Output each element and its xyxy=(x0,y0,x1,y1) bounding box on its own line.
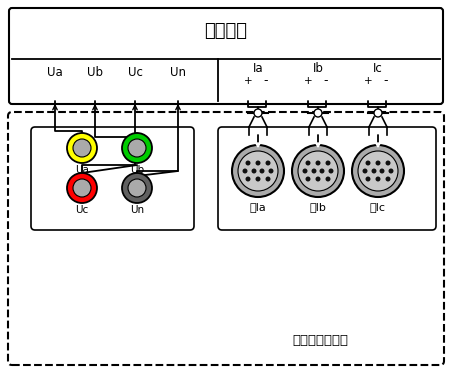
Circle shape xyxy=(388,168,393,173)
Circle shape xyxy=(259,168,264,173)
Circle shape xyxy=(297,151,337,191)
Circle shape xyxy=(242,168,247,173)
Circle shape xyxy=(265,160,270,165)
Circle shape xyxy=(375,176,380,181)
Circle shape xyxy=(305,160,310,165)
Circle shape xyxy=(128,139,146,157)
Circle shape xyxy=(231,145,283,197)
Text: Un: Un xyxy=(129,205,144,215)
Text: Uc: Uc xyxy=(75,205,88,215)
Text: Ua: Ua xyxy=(47,67,63,80)
Text: Ib: Ib xyxy=(312,61,323,75)
Text: 钳Ia: 钳Ia xyxy=(249,202,266,212)
Circle shape xyxy=(373,109,381,117)
FancyBboxPatch shape xyxy=(217,127,435,230)
FancyBboxPatch shape xyxy=(31,127,193,230)
Text: -: - xyxy=(383,75,387,88)
Circle shape xyxy=(265,176,270,181)
Circle shape xyxy=(67,133,97,163)
Text: 电能质量分析仪: 电能质量分析仪 xyxy=(291,335,347,347)
Circle shape xyxy=(351,145,403,197)
Circle shape xyxy=(238,151,277,191)
Text: Ua: Ua xyxy=(75,165,89,175)
Circle shape xyxy=(362,168,367,173)
Circle shape xyxy=(122,173,152,203)
Circle shape xyxy=(325,176,330,181)
Text: Uc: Uc xyxy=(127,67,142,80)
Circle shape xyxy=(371,168,376,173)
Text: Ic: Ic xyxy=(372,61,382,75)
Circle shape xyxy=(385,160,390,165)
Circle shape xyxy=(385,176,390,181)
Circle shape xyxy=(315,176,320,181)
FancyBboxPatch shape xyxy=(8,112,443,365)
Circle shape xyxy=(305,176,310,181)
Text: 钳Ib: 钳Ib xyxy=(309,202,326,212)
Circle shape xyxy=(268,168,273,173)
Circle shape xyxy=(319,168,324,173)
Circle shape xyxy=(73,139,91,157)
Circle shape xyxy=(311,168,316,173)
Wedge shape xyxy=(315,143,319,147)
Text: +: + xyxy=(303,76,312,86)
Circle shape xyxy=(302,168,307,173)
Text: Ub: Ub xyxy=(129,165,144,175)
Circle shape xyxy=(251,168,256,173)
Circle shape xyxy=(379,168,384,173)
Circle shape xyxy=(357,151,397,191)
Circle shape xyxy=(328,168,333,173)
Circle shape xyxy=(67,173,97,203)
Circle shape xyxy=(365,176,370,181)
FancyBboxPatch shape xyxy=(9,8,442,104)
Text: +: + xyxy=(243,76,252,86)
Text: -: - xyxy=(263,75,267,88)
Text: Un: Un xyxy=(170,67,186,80)
Circle shape xyxy=(128,179,146,197)
Text: Ub: Ub xyxy=(87,67,103,80)
Circle shape xyxy=(375,160,380,165)
Circle shape xyxy=(255,160,260,165)
Circle shape xyxy=(325,160,330,165)
Circle shape xyxy=(122,133,152,163)
Text: 钳Ic: 钳Ic xyxy=(369,202,385,212)
Circle shape xyxy=(291,145,343,197)
Circle shape xyxy=(313,109,321,117)
Circle shape xyxy=(253,109,262,117)
Text: -: - xyxy=(323,75,327,88)
Circle shape xyxy=(365,160,370,165)
Text: Ia: Ia xyxy=(252,61,263,75)
Circle shape xyxy=(245,160,250,165)
Circle shape xyxy=(255,176,260,181)
Wedge shape xyxy=(375,143,379,147)
Wedge shape xyxy=(255,143,259,147)
Circle shape xyxy=(73,179,91,197)
Circle shape xyxy=(315,160,320,165)
Text: +: + xyxy=(363,76,372,86)
Circle shape xyxy=(245,176,250,181)
Text: 被测设备: 被测设备 xyxy=(204,22,247,40)
